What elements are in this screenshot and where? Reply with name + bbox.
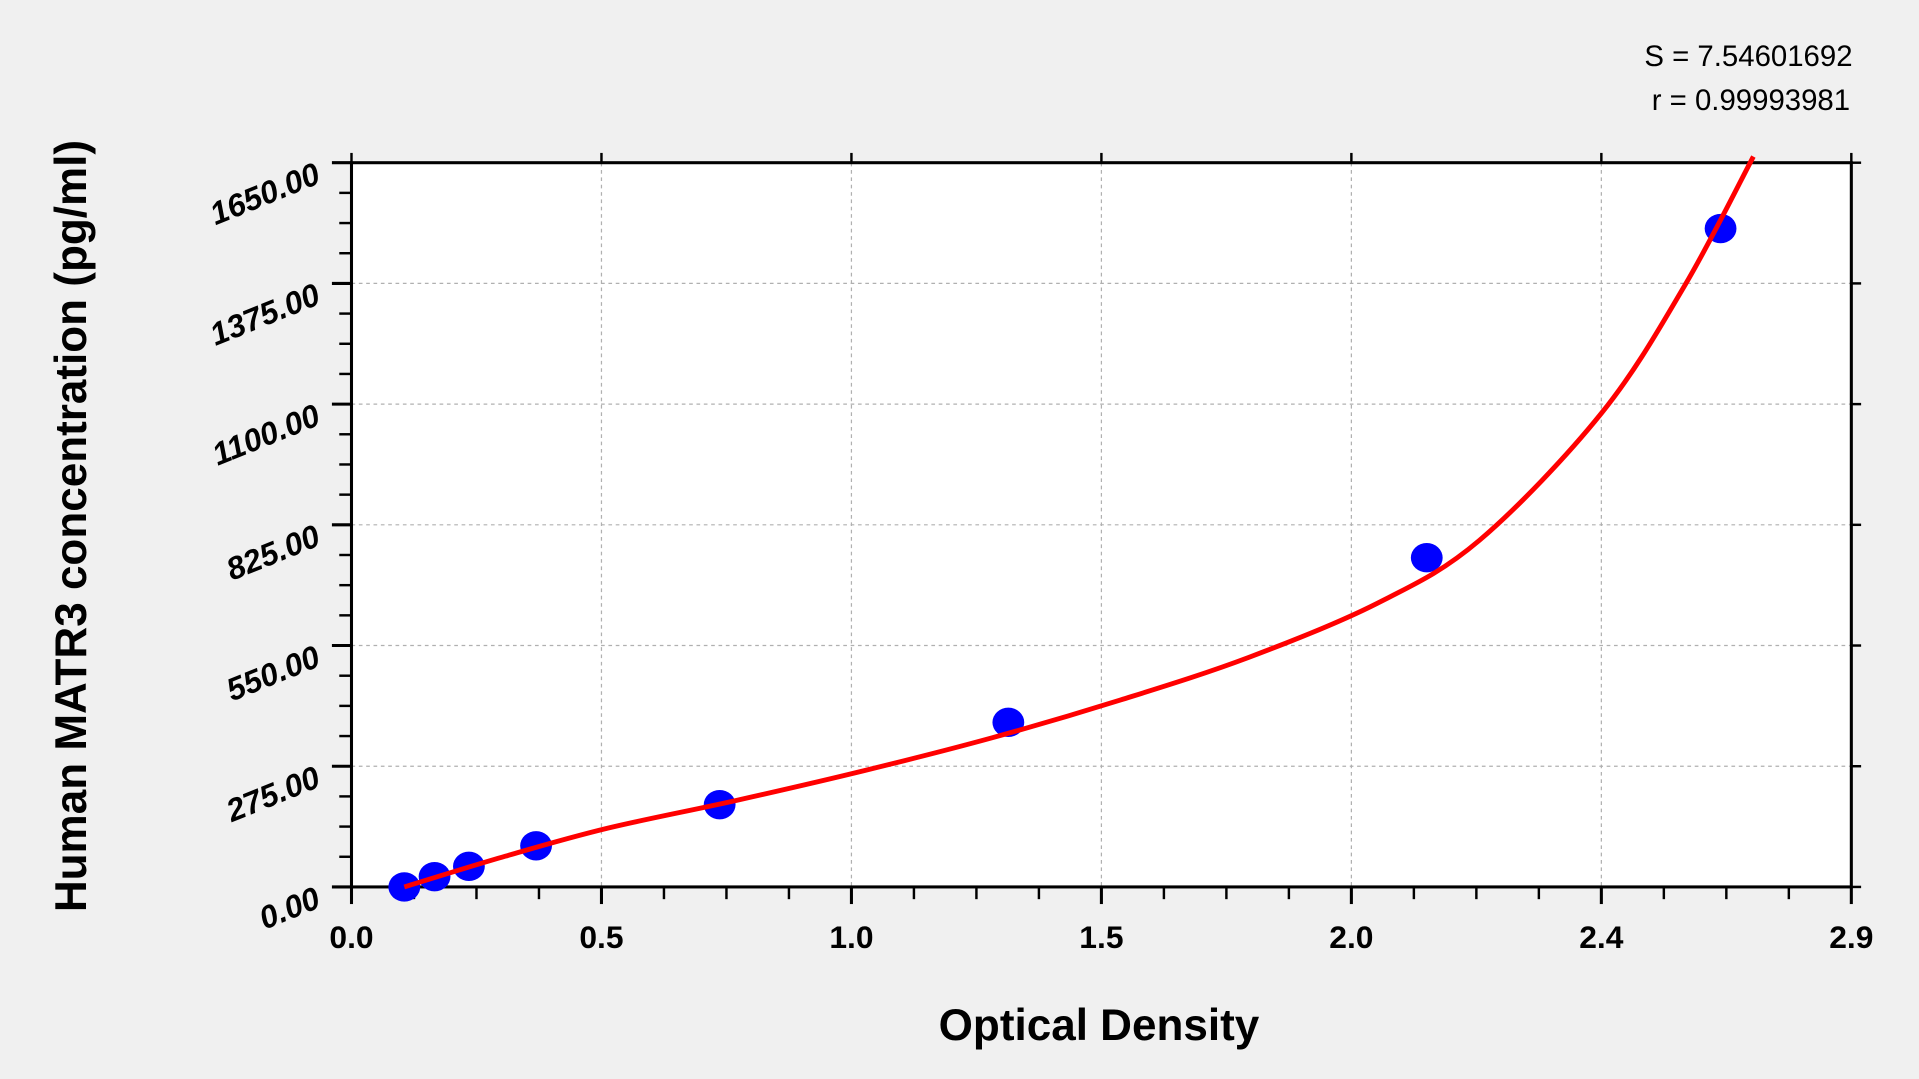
- y-tick-label: 825.00: [221, 517, 325, 587]
- x-tick-label: 2.9: [1829, 919, 1873, 955]
- x-tick-label: 2.4: [1579, 919, 1624, 955]
- y-tick-label: 1100.00: [207, 397, 325, 473]
- x-tick-label: 0.5: [579, 919, 623, 955]
- x-tick-labels: 0.0 0.5 1.0 1.5 2.0 2.4 2.9: [329, 919, 1873, 955]
- y-tick-label: 1375.00: [205, 276, 325, 353]
- x-tick-label: 0.0: [329, 919, 373, 955]
- grid: [351, 162, 1852, 887]
- y-tick-label: 1650.00: [205, 155, 325, 232]
- stat-s: S = 7.54601692: [1644, 40, 1852, 73]
- data-point: [1410, 543, 1443, 573]
- y-axis-title: Human MATR3 concentration (pg/ml): [47, 140, 96, 912]
- stat-r: r = 0.99993981: [1652, 84, 1850, 117]
- y-tick-label: 550.00: [221, 638, 325, 708]
- ticks: [331, 152, 1862, 905]
- y-tick-label: 275.00: [220, 759, 325, 829]
- x-tick-label: 1.5: [1079, 919, 1123, 955]
- fit-curve: [403, 155, 1756, 890]
- y-tick-label: 0.00: [254, 880, 325, 937]
- y-tick-labels: 0.00 275.00 550.00 825.00 1100.00 1375.00 1650…: [205, 155, 325, 936]
- plot-frame: [349, 161, 1853, 889]
- x-tick-label: 1.0: [829, 919, 873, 955]
- x-axis-title: Optical Density: [939, 1001, 1260, 1050]
- x-tick-label: 2.0: [1329, 919, 1373, 955]
